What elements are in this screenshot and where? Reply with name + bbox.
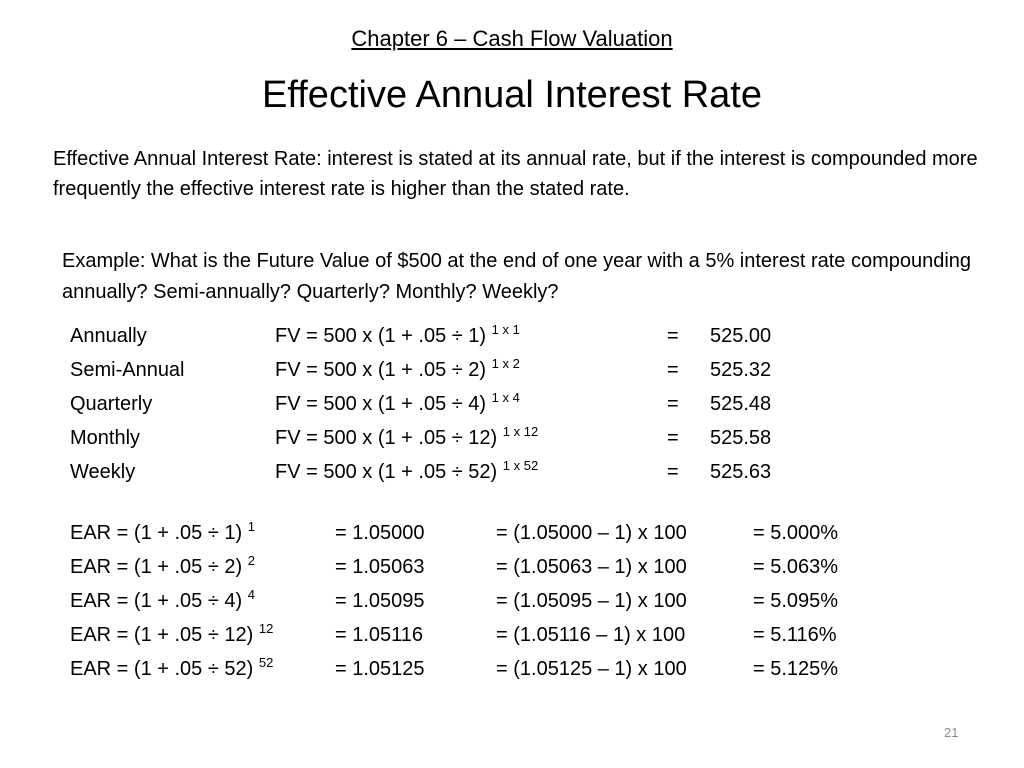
fv-equals: =: [667, 359, 679, 381]
ear-percent: = 5.116%: [753, 624, 837, 646]
ear-formula-text: EAR = (1 + .05 ÷ 4): [70, 590, 243, 612]
ear-row-monthly: EAR = (1 + .05 ÷ 12) 12 = 1.05116 = (1.0…: [70, 618, 950, 652]
ear-formula: EAR = (1 + .05 ÷ 52) 52: [70, 652, 273, 686]
fv-value: 525.63: [710, 461, 772, 483]
ear-exponent: 2: [247, 553, 255, 568]
ear-formula: EAR = (1 + .05 ÷ 4) 4: [70, 584, 255, 618]
ear-exponent: 1: [247, 519, 255, 534]
fv-value: 525.00: [710, 325, 772, 347]
ear-row-semi-annual: EAR = (1 + .05 ÷ 2) 2 = 1.05063 = (1.050…: [70, 550, 950, 584]
ear-formula: EAR = (1 + .05 ÷ 1) 1: [70, 516, 255, 550]
fv-label: Monthly: [70, 427, 141, 449]
fv-formula: FV = 500 x (1 + .05 ÷ 4) 1 x 4: [275, 387, 520, 421]
fv-label: Semi-Annual: [70, 359, 185, 381]
ear-formula: EAR = (1 + .05 ÷ 2) 2: [70, 550, 255, 584]
fv-row-quarterly: Quarterly FV = 500 x (1 + .05 ÷ 4) 1 x 4…: [70, 387, 870, 421]
fv-exponent: 1 x 4: [491, 390, 520, 405]
fv-formula-text: FV = 500 x (1 + .05 ÷ 12): [275, 427, 498, 449]
slide-title: Effective Annual Interest Rate: [262, 74, 762, 116]
fv-row-monthly: Monthly FV = 500 x (1 + .05 ÷ 12) 1 x 12…: [70, 421, 870, 455]
fv-formula-text: FV = 500 x (1 + .05 ÷ 2): [275, 359, 487, 381]
fv-value: 525.32: [710, 359, 772, 381]
fv-exponent: 1 x 2: [491, 356, 520, 371]
ear-factor: = 1.05125: [335, 658, 425, 680]
definition-paragraph: Effective Annual Interest Rate: interest…: [53, 148, 978, 200]
ear-row-weekly: EAR = (1 + .05 ÷ 52) 52 = 1.05125 = (1.0…: [70, 652, 950, 686]
ear-formula: EAR = (1 + .05 ÷ 12) 12: [70, 618, 273, 652]
fv-formula: FV = 500 x (1 + .05 ÷ 12) 1 x 12: [275, 421, 538, 455]
ear-factor: = 1.05095: [335, 590, 425, 612]
fv-formula: FV = 500 x (1 + .05 ÷ 52) 1 x 52: [275, 455, 538, 489]
fv-formula-text: FV = 500 x (1 + .05 ÷ 52): [275, 461, 498, 483]
ear-exponent: 4: [247, 587, 255, 602]
ear-table: EAR = (1 + .05 ÷ 1) 1 = 1.05000 = (1.050…: [70, 516, 950, 686]
ear-formula-text: EAR = (1 + .05 ÷ 12): [70, 624, 254, 646]
fv-row-annually: Annually FV = 500 x (1 + .05 ÷ 1) 1 x 1 …: [70, 319, 870, 353]
ear-formula-text: EAR = (1 + .05 ÷ 1): [70, 522, 243, 544]
fv-value: 525.48: [710, 393, 772, 415]
fv-formula: FV = 500 x (1 + .05 ÷ 2) 1 x 2: [275, 353, 520, 387]
fv-value: 525.58: [710, 427, 772, 449]
fv-equals: =: [667, 325, 679, 347]
ear-factor: = 1.05063: [335, 556, 425, 578]
fv-formula-text: FV = 500 x (1 + .05 ÷ 1): [275, 325, 487, 347]
ear-exponent: 52: [258, 655, 274, 670]
fv-equals: =: [667, 393, 679, 415]
ear-calculation: = (1.05095 – 1) x 100: [496, 590, 687, 612]
fv-label: Quarterly: [70, 393, 153, 415]
ear-percent: = 5.125%: [753, 658, 839, 680]
page-number: 21: [944, 725, 959, 740]
future-value-table: Annually FV = 500 x (1 + .05 ÷ 1) 1 x 1 …: [70, 319, 870, 489]
fv-label: Weekly: [70, 461, 136, 483]
fv-exponent: 1 x 12: [502, 424, 539, 439]
ear-percent: = 5.095%: [753, 590, 839, 612]
fv-formula: FV = 500 x (1 + .05 ÷ 1) 1 x 1: [275, 319, 520, 353]
ear-formula-text: EAR = (1 + .05 ÷ 52): [70, 658, 254, 680]
ear-calculation: = (1.05125 – 1) x 100: [496, 658, 687, 680]
fv-formula-text: FV = 500 x (1 + .05 ÷ 4): [275, 393, 487, 415]
ear-percent: = 5.063%: [753, 556, 839, 578]
ear-percent: = 5.000%: [753, 522, 839, 544]
ear-row-annual: EAR = (1 + .05 ÷ 1) 1 = 1.05000 = (1.050…: [70, 516, 950, 550]
fv-row-weekly: Weekly FV = 500 x (1 + .05 ÷ 52) 1 x 52 …: [70, 455, 870, 489]
fv-equals: =: [667, 461, 679, 483]
ear-calculation: = (1.05000 – 1) x 100: [496, 522, 687, 544]
fv-row-semi-annual: Semi-Annual FV = 500 x (1 + .05 ÷ 2) 1 x…: [70, 353, 870, 387]
ear-calculation: = (1.05116 – 1) x 100: [496, 624, 686, 646]
fv-exponent: 1 x 52: [502, 458, 539, 473]
fv-label: Annually: [70, 325, 147, 347]
ear-calculation: = (1.05063 – 1) x 100: [496, 556, 687, 578]
ear-row-quarterly: EAR = (1 + .05 ÷ 4) 4 = 1.05095 = (1.050…: [70, 584, 950, 618]
ear-formula-text: EAR = (1 + .05 ÷ 2): [70, 556, 243, 578]
fv-exponent: 1 x 1: [491, 322, 520, 337]
example-paragraph: Example: What is the Future Value of $50…: [62, 250, 972, 303]
ear-exponent: 12: [258, 621, 274, 636]
chapter-heading: Chapter 6 – Cash Flow Valuation: [351, 26, 673, 51]
ear-factor: = 1.05116: [335, 624, 424, 646]
ear-factor: = 1.05000: [335, 522, 425, 544]
fv-equals: =: [667, 427, 679, 449]
